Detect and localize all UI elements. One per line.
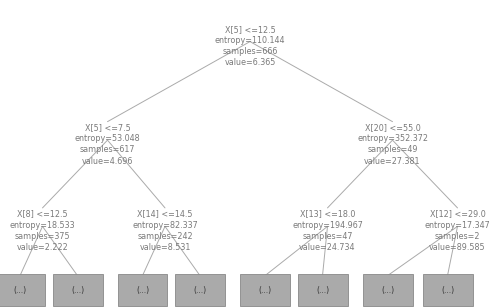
FancyBboxPatch shape: [0, 274, 45, 306]
FancyBboxPatch shape: [362, 274, 412, 306]
Text: (...): (...): [14, 286, 26, 295]
Text: X[8] <=12.5
entropy=18.533
samples=375
value=2.222: X[8] <=12.5 entropy=18.533 samples=375 v…: [10, 209, 76, 252]
Text: X[5] <=12.5
entropy=110.144
samples=666
value=6.365: X[5] <=12.5 entropy=110.144 samples=666 …: [215, 25, 285, 67]
Text: X[12] <=29.0
entropy=17.347
samples=2
value=89.585: X[12] <=29.0 entropy=17.347 samples=2 va…: [424, 209, 490, 252]
FancyBboxPatch shape: [118, 274, 168, 306]
FancyBboxPatch shape: [52, 274, 102, 306]
Text: X[13] <=18.0
entropy=194.967
samples=47
value=24.734: X[13] <=18.0 entropy=194.967 samples=47 …: [292, 209, 363, 252]
Text: X[20] <=55.0
entropy=352.372
samples=49
value=27.381: X[20] <=55.0 entropy=352.372 samples=49 …: [357, 123, 428, 165]
Text: (...): (...): [194, 286, 206, 295]
FancyBboxPatch shape: [422, 274, 472, 306]
Text: (...): (...): [258, 286, 272, 295]
Text: (...): (...): [71, 286, 84, 295]
Text: (...): (...): [381, 286, 394, 295]
Text: (...): (...): [316, 286, 329, 295]
Text: (...): (...): [136, 286, 149, 295]
Text: X[5] <=7.5
entropy=53.048
samples=617
value=4.696: X[5] <=7.5 entropy=53.048 samples=617 va…: [74, 123, 140, 165]
FancyBboxPatch shape: [175, 274, 225, 306]
FancyBboxPatch shape: [240, 274, 290, 306]
Text: X[14] <=14.5
entropy=82.337
samples=242
value=8.531: X[14] <=14.5 entropy=82.337 samples=242 …: [132, 209, 198, 252]
FancyBboxPatch shape: [298, 274, 348, 306]
Text: (...): (...): [441, 286, 454, 295]
